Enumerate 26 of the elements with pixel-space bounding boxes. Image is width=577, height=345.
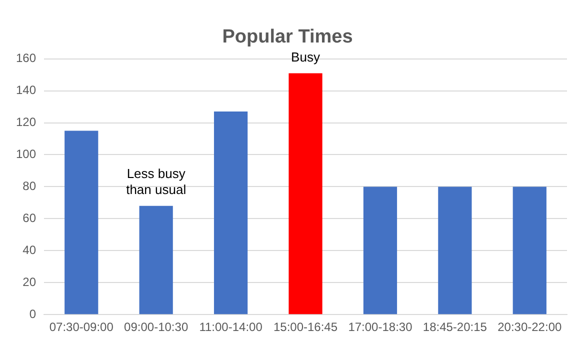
y-tick-label: 140 bbox=[16, 83, 36, 98]
x-tick-label: 11:00-14:00 bbox=[199, 320, 263, 334]
annotation: Busy bbox=[291, 49, 320, 64]
bar bbox=[363, 186, 398, 314]
y-tick-label: 100 bbox=[16, 147, 36, 162]
x-tick-label: 07:30-09:00 bbox=[49, 320, 114, 334]
bar bbox=[64, 130, 98, 314]
bar bbox=[512, 186, 546, 314]
annotation: Less busy than usual bbox=[126, 166, 186, 197]
y-tick-label: 40 bbox=[22, 242, 36, 257]
y-tick-label: 80 bbox=[22, 179, 36, 194]
x-tick-label: 15:00-16:45 bbox=[273, 320, 338, 334]
chart-title: Popular Times bbox=[222, 26, 353, 48]
x-tick-label: 20:30-22:00 bbox=[498, 320, 562, 334]
x-tick-label: 09:00-10:30 bbox=[124, 320, 188, 334]
bar bbox=[139, 206, 173, 314]
x-tick-label: 17:00-18:30 bbox=[348, 320, 413, 334]
y-tick-label: 160 bbox=[16, 51, 36, 66]
bar bbox=[214, 112, 248, 314]
y-tick-label: 120 bbox=[16, 115, 36, 130]
x-tick-label: 18:45-20:15 bbox=[422, 320, 488, 334]
y-tick-label: 20 bbox=[22, 274, 36, 289]
y-tick-label: 60 bbox=[22, 210, 36, 225]
y-tick-label: 0 bbox=[29, 306, 36, 321]
bar bbox=[288, 73, 322, 314]
bar bbox=[438, 186, 472, 314]
